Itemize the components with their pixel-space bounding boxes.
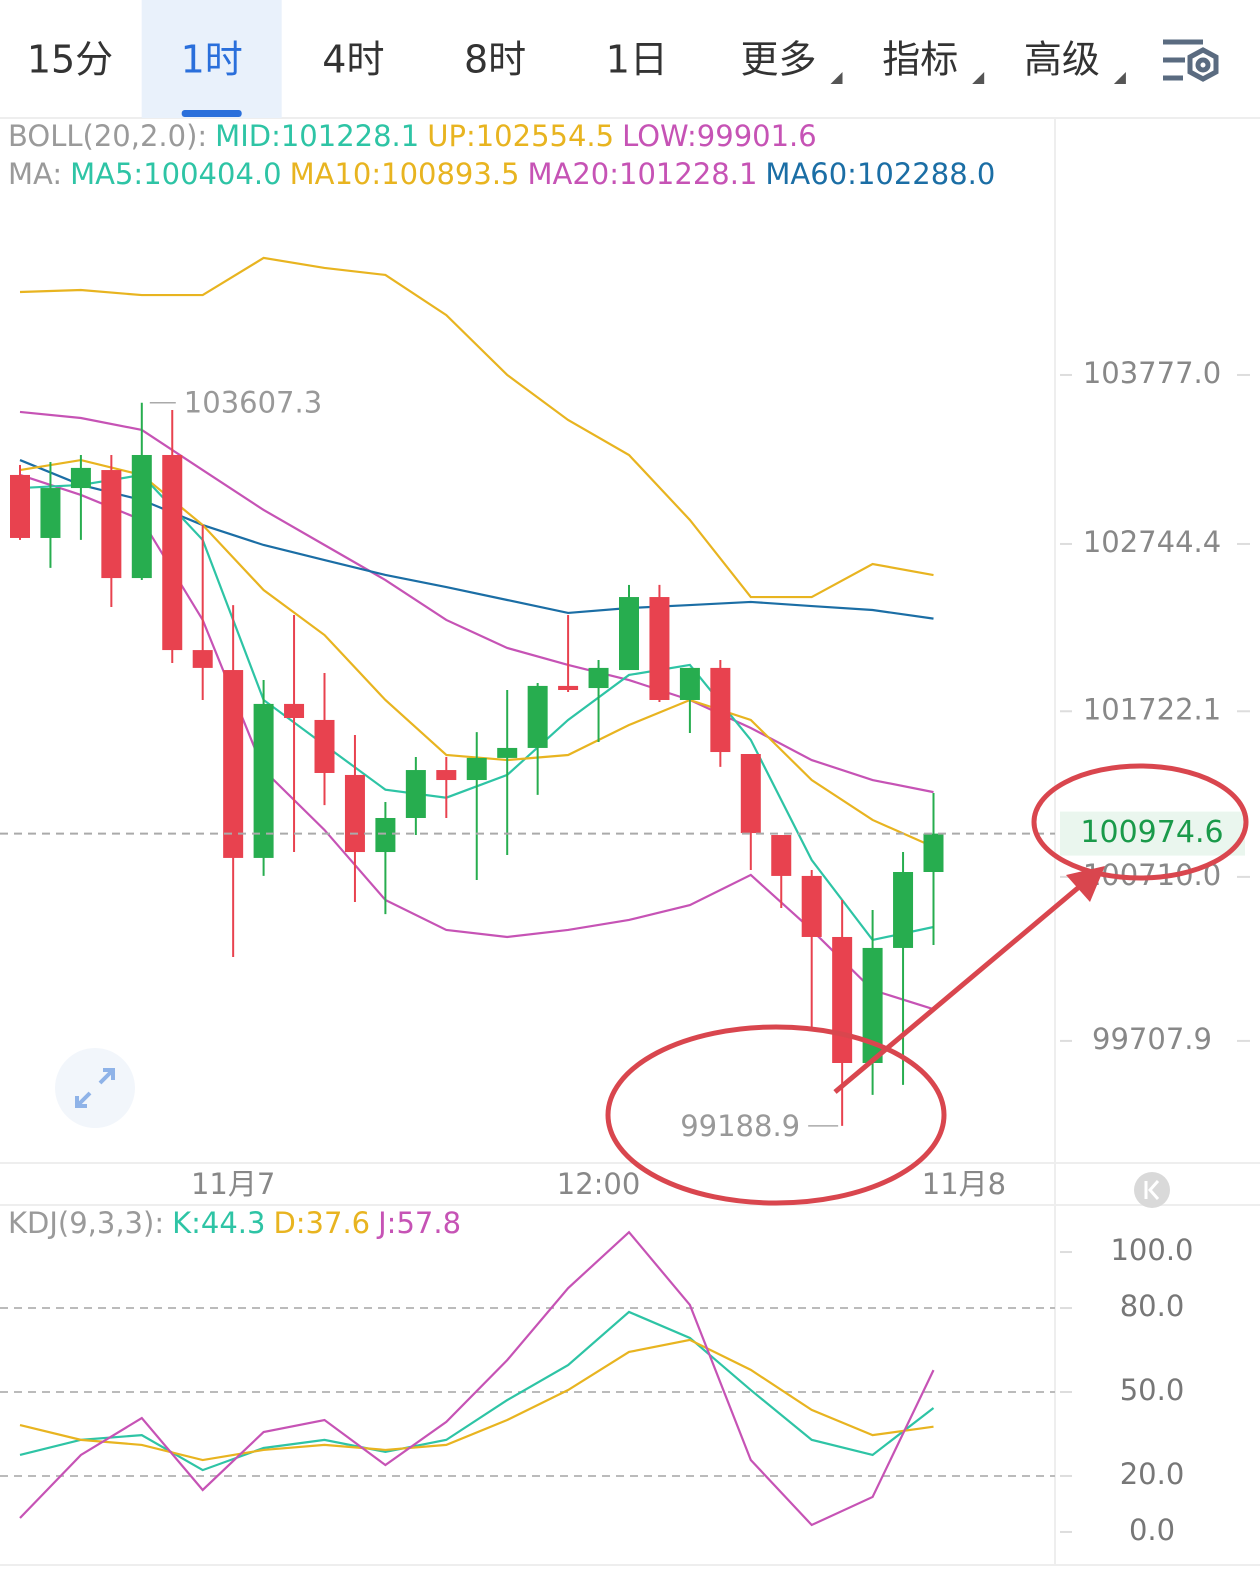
candle-body [223,670,244,858]
annotation: 99188.9 [680,1109,800,1143]
candle-body [832,936,853,1064]
legend-item: MA: [8,157,62,191]
chevron [1144,1180,1160,1200]
legend-item: MA60:102288.0 [765,157,995,191]
candle-body [588,667,609,689]
candle-body [344,774,365,853]
legend-item: K:44.3 [172,1206,265,1240]
candle-body [131,454,152,579]
candle-body [253,703,274,858]
legend: BOLL(20,2.0): MID:101228.1 UP:102554.5 LOW:… [8,119,817,153]
candle-body [405,770,426,818]
candle-body [70,467,91,489]
legend-item: LOW:99901.6 [622,119,817,153]
candle-body [679,667,700,700]
arrow-shaft [833,880,1087,1094]
candle-body [162,454,183,651]
tab[interactable]: 1日 [606,38,668,82]
candle-body [40,488,61,538]
active-tab-underline [181,110,242,117]
candle-body [740,754,761,834]
y-tick-label: 20.0 [1120,1457,1185,1491]
tab[interactable]: 1时 [181,38,243,82]
legend-item: MA5:100404.0 [70,157,281,191]
icon-dot [1195,57,1211,73]
indicator-line [19,256,934,599]
x-tick-label: 11月7 [191,1167,275,1201]
legend-item: J:57.8 [376,1206,461,1240]
y-tick-label: 0.0 [1129,1513,1175,1547]
candle-body [893,872,914,948]
indicator-line [19,1338,934,1462]
y-tick-label: 101722.1 [1083,692,1221,726]
candle-body [923,833,944,873]
tab[interactable]: 指标 [882,38,958,82]
candle-body [527,685,548,748]
arrow-head [1066,866,1105,902]
indicator-line [19,459,934,620]
candle-body [101,470,122,579]
expand-arrows [75,1068,115,1108]
legend-item: MA20:101228.1 [528,157,758,191]
candle-body [436,770,457,781]
y-tick-label: 50.0 [1120,1373,1185,1407]
y-tick-label: 103777.0 [1083,356,1221,390]
tab[interactable]: 4时 [322,38,384,82]
current-price-label: 100974.6 [1080,815,1223,850]
candle-body [862,947,883,1064]
price-tag [1060,811,1245,856]
candle-body [710,667,731,753]
legend-item: MA10:100893.5 [290,157,520,191]
tab[interactable]: 15分 [27,38,113,82]
legend-item: MID:101228.1 [215,119,419,153]
candle-body [466,757,487,781]
candle-body [10,474,30,538]
indicator-line [19,1230,935,1527]
legend: MA: MA5:100404.0 MA10:100893.5 MA20:101228.… [8,157,995,191]
highlight-circle [605,1024,947,1206]
candle-body [284,703,305,718]
active-tab-bg [141,0,282,118]
legend: KDJ(9,3,3): K:44.3 D:37.6 J:57.8 [8,1206,461,1240]
annotation: 103607.3 [184,386,322,420]
y-tick-label: 102744.4 [1083,525,1221,559]
tab[interactable]: 高级 [1024,38,1100,82]
dropdown-caret [830,72,843,84]
icon-hex [1187,47,1219,82]
legend-item: D:37.6 [273,1206,370,1240]
expand-button[interactable] [55,1048,135,1128]
legend-item: UP:102554.5 [427,119,614,153]
candle-body [771,835,792,876]
legend-item: BOLL(20,2.0): [8,119,207,153]
candle-body [649,597,670,700]
y-tick-label: 99707.9 [1092,1022,1212,1056]
candle-body [314,719,335,773]
collapse-button[interactable] [1134,1172,1170,1208]
candle-body [192,650,213,668]
settings-icon[interactable] [1163,39,1219,82]
candle-body [801,875,822,937]
tab[interactable]: 更多 [740,38,816,82]
candle-body [497,747,518,758]
x-tick-label: 11月8 [922,1167,1006,1201]
candle-body [619,597,639,671]
button-bg [55,1048,135,1128]
x-tick-label: 12:00 [557,1167,641,1201]
legend-item: KDJ(9,3,3): [8,1206,164,1240]
dropdown-caret [1113,72,1126,84]
candle-body [558,685,579,691]
dropdown-caret [972,72,985,84]
tab[interactable]: 8时 [464,38,526,82]
y-tick-label: 80.0 [1120,1289,1185,1323]
y-tick-label: 100.0 [1110,1233,1193,1267]
highlight-circle [1031,763,1249,881]
candle-body [375,817,396,853]
